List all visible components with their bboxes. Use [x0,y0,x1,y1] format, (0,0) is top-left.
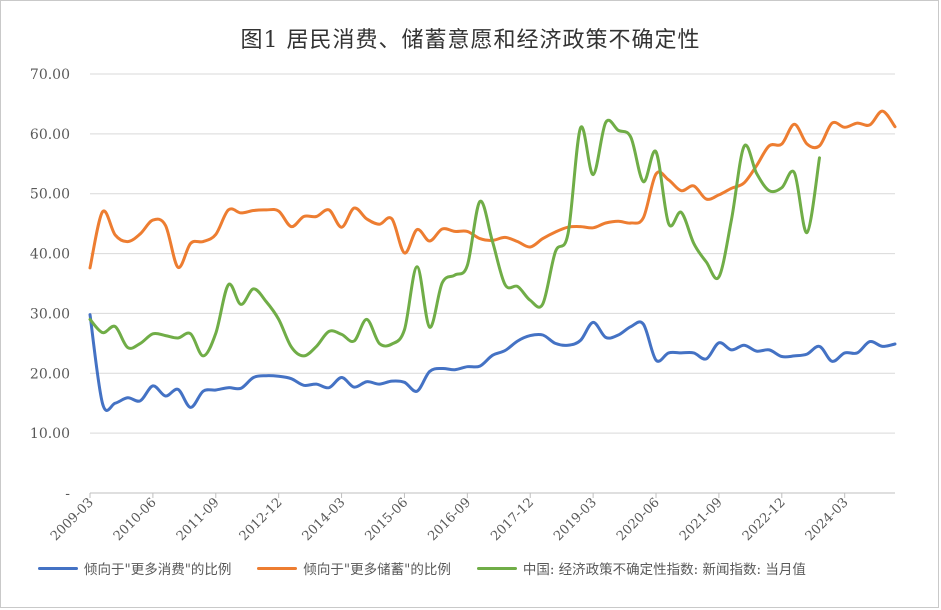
y-tick-label: 60.00 [30,127,70,143]
chart-legend: 倾向于"更多消费"的比例 倾向于"更多储蓄"的比例 中国: 经济政策不确定性指数… [38,556,806,580]
x-tick-label: 2017-12 [488,495,537,544]
y-tick-label: 40.00 [30,247,70,263]
x-tick-label: 2015-06 [362,495,411,544]
legend-swatch-consumption [38,566,78,570]
x-tick-label: 2009-03 [48,495,97,544]
x-tick-label: 2020-06 [614,495,663,544]
series-line-consumption [88,313,897,412]
x-tick-label: 2014-03 [300,495,349,544]
legend-item-epu: 中国: 经济政策不确定性指数: 新闻指数: 当月值 [476,558,806,578]
x-tick-label: 2012-12 [237,495,286,544]
legend-label-savings: 倾向于"更多储蓄"的比例 [303,562,451,578]
x-tick-label: 2022-12 [740,495,789,544]
y-tick-label: 50.00 [30,187,70,203]
legend-label-consumption: 倾向于"更多消费"的比例 [84,562,232,578]
x-tick-label: 2010-06 [111,495,160,544]
x-tick-label: 2024-03 [803,495,852,544]
x-tick-label: 2019-03 [551,495,600,544]
x-tick-label: 2016-09 [425,495,474,544]
chart-title: 图1 居民消费、储蓄意愿和经济政策不确定性 [240,28,701,53]
legend-swatch-epu [476,566,517,570]
y-tick-label: - [65,486,70,502]
x-tick-label: 2011-09 [174,495,223,544]
y-tick-label: 10.00 [30,426,70,442]
legend-label-epu: 中国: 经济政策不确定性指数: 新闻指数: 当月值 [522,562,806,578]
y-tick-label: 70.00 [30,67,70,83]
series-line-epu [88,118,821,358]
legend-swatch-savings [257,566,298,570]
x-tick-label: 2021-09 [677,495,726,544]
y-tick-label: 30.00 [30,306,70,322]
y-tick-label: 20.00 [30,366,70,382]
legend-item-consumption: 倾向于"更多消费"的比例 [38,558,231,578]
legend-item-savings: 倾向于"更多储蓄"的比例 [257,558,451,578]
